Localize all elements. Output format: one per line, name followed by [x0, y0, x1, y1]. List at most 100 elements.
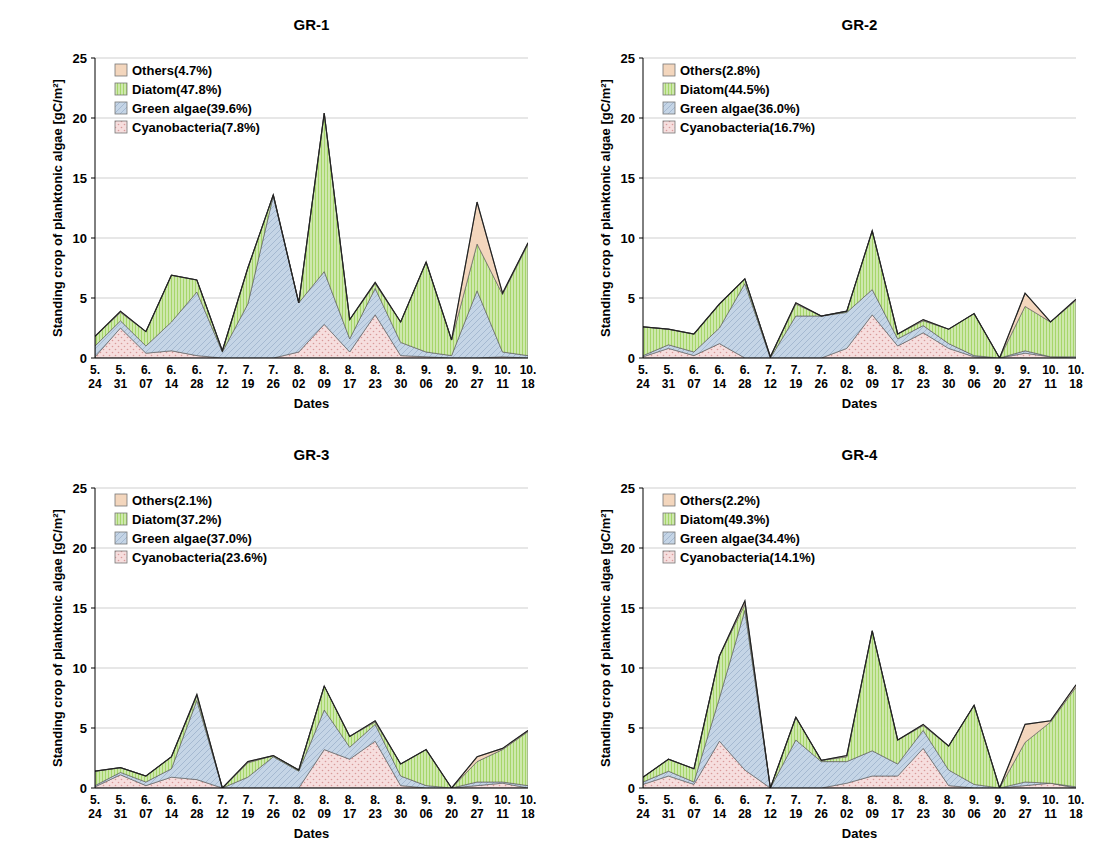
outline: [643, 231, 1076, 358]
tick-label: 10.18: [520, 793, 537, 821]
tick-label: 5.31: [114, 363, 128, 391]
tick-label: 8.30: [942, 363, 956, 391]
grid-line: [643, 488, 1076, 489]
area: [643, 231, 1076, 358]
legend-swatch: [663, 83, 675, 95]
legend-swatch: [115, 551, 127, 563]
tick-label: 5.24: [88, 793, 102, 821]
tick-mark: [639, 238, 643, 239]
area: [643, 601, 1076, 788]
grid-line: [643, 238, 1076, 239]
tick-label: 10: [621, 231, 635, 246]
tick-label: 5.31: [662, 793, 676, 821]
plot-area: [643, 601, 1076, 788]
legend-swatch: [115, 513, 127, 525]
legend-swatch: [115, 121, 127, 133]
tick-label: 0: [628, 781, 635, 796]
legend: Others(2.2%)Diatom(49.3%)Green algae(34.…: [663, 493, 815, 565]
tick-mark: [639, 488, 643, 489]
grid-line: [95, 608, 528, 609]
legend-swatch: [115, 532, 127, 544]
tick-label: 20: [73, 111, 87, 126]
tick-label: 20: [73, 541, 87, 556]
legend-swatch: [115, 102, 127, 114]
tick-label: 6.07: [687, 793, 701, 821]
tick-mark: [639, 668, 643, 669]
tick-label: 8.30: [394, 793, 408, 821]
panel: GR-105101520255.245.316.076.146.287.127.…: [50, 16, 536, 411]
plot-area: [643, 231, 1076, 358]
outline: [95, 686, 528, 788]
tick-mark: [639, 358, 643, 359]
grid-line: [643, 668, 1076, 669]
tick-label: 6.28: [190, 363, 204, 391]
tick-label: 5: [628, 291, 635, 306]
tick-label: 8.17: [343, 363, 357, 391]
panel: GR-305101520255.245.316.076.146.287.127.…: [50, 446, 536, 841]
tick-label: 0: [80, 351, 87, 366]
legend-swatch: [663, 102, 675, 114]
tick-label: 7.12: [764, 793, 778, 821]
tick-label: 25: [73, 51, 87, 66]
tick-mark: [91, 488, 95, 489]
tick-label: 7.19: [241, 363, 255, 391]
tick-label: 8.17: [891, 363, 905, 391]
legend-label: Green algae(36.0%): [680, 101, 800, 116]
tick-label: 9.27: [1018, 793, 1032, 821]
x-axis: [643, 788, 1076, 789]
legend: Others(2.8%)Diatom(44.5%)Green algae(36.…: [663, 63, 815, 135]
tick-label: 7.26: [267, 363, 281, 391]
tick-label: 7.19: [789, 793, 803, 821]
legend-label: Cyanobacteria(14.1%): [680, 550, 815, 565]
tick-mark: [91, 668, 95, 669]
tick-mark: [91, 118, 95, 119]
tick-label: 0: [628, 351, 635, 366]
legend-label: Cyanobacteria(7.8%): [132, 120, 260, 135]
legend-label: Diatom(47.8%): [132, 82, 222, 97]
tick-label: 9.27: [470, 793, 484, 821]
y-axis: [95, 488, 96, 788]
title: GR-3: [294, 446, 330, 463]
grid-line: [95, 358, 528, 359]
tick-label: 7.26: [815, 363, 829, 391]
y-axis: [643, 58, 644, 358]
tick-label: 15: [73, 601, 87, 616]
axis-label: Dates: [294, 396, 329, 411]
tick-label: 5.24: [88, 363, 102, 391]
legend-swatch: [115, 83, 127, 95]
tick-label: 8.09: [318, 793, 332, 821]
legend-label: Cyanobacteria(16.7%): [680, 120, 815, 135]
legend-label: Diatom(44.5%): [680, 82, 770, 97]
x-axis: [95, 358, 528, 359]
axis-label: Standing crop of planktonic algae [gC/m²…: [50, 79, 65, 337]
plot-area: [95, 686, 528, 788]
grid-line: [643, 358, 1076, 359]
area: [95, 686, 528, 788]
legend-label: Others(2.1%): [132, 493, 212, 508]
tick-label: 8.09: [866, 363, 880, 391]
tick-label: 6.28: [190, 793, 204, 821]
tick-label: 5: [80, 721, 87, 736]
tick-label: 8.23: [368, 793, 382, 821]
tick-label: 0: [80, 781, 87, 796]
tick-mark: [91, 358, 95, 359]
tick-mark: [639, 178, 643, 179]
tick-label: 9.20: [445, 793, 459, 821]
tick-label: 6.14: [713, 793, 727, 821]
area: [643, 231, 1076, 358]
tick-label: 6.14: [713, 363, 727, 391]
tick-label: 7.26: [815, 793, 829, 821]
grid-line: [95, 668, 528, 669]
tick-mark: [639, 728, 643, 729]
grid-line: [643, 178, 1076, 179]
area: [95, 113, 528, 351]
legend-swatch: [663, 551, 675, 563]
tick-label: 9.27: [1018, 363, 1032, 391]
y-axis: [643, 488, 644, 788]
grid-line: [95, 118, 528, 119]
tick-label: 10.11: [494, 793, 511, 821]
tick-mark: [639, 58, 643, 59]
tick-label: 10.18: [520, 363, 537, 391]
tick-label: 15: [73, 171, 87, 186]
figure: GR-105101520255.245.316.076.146.287.127.…: [0, 0, 1100, 858]
